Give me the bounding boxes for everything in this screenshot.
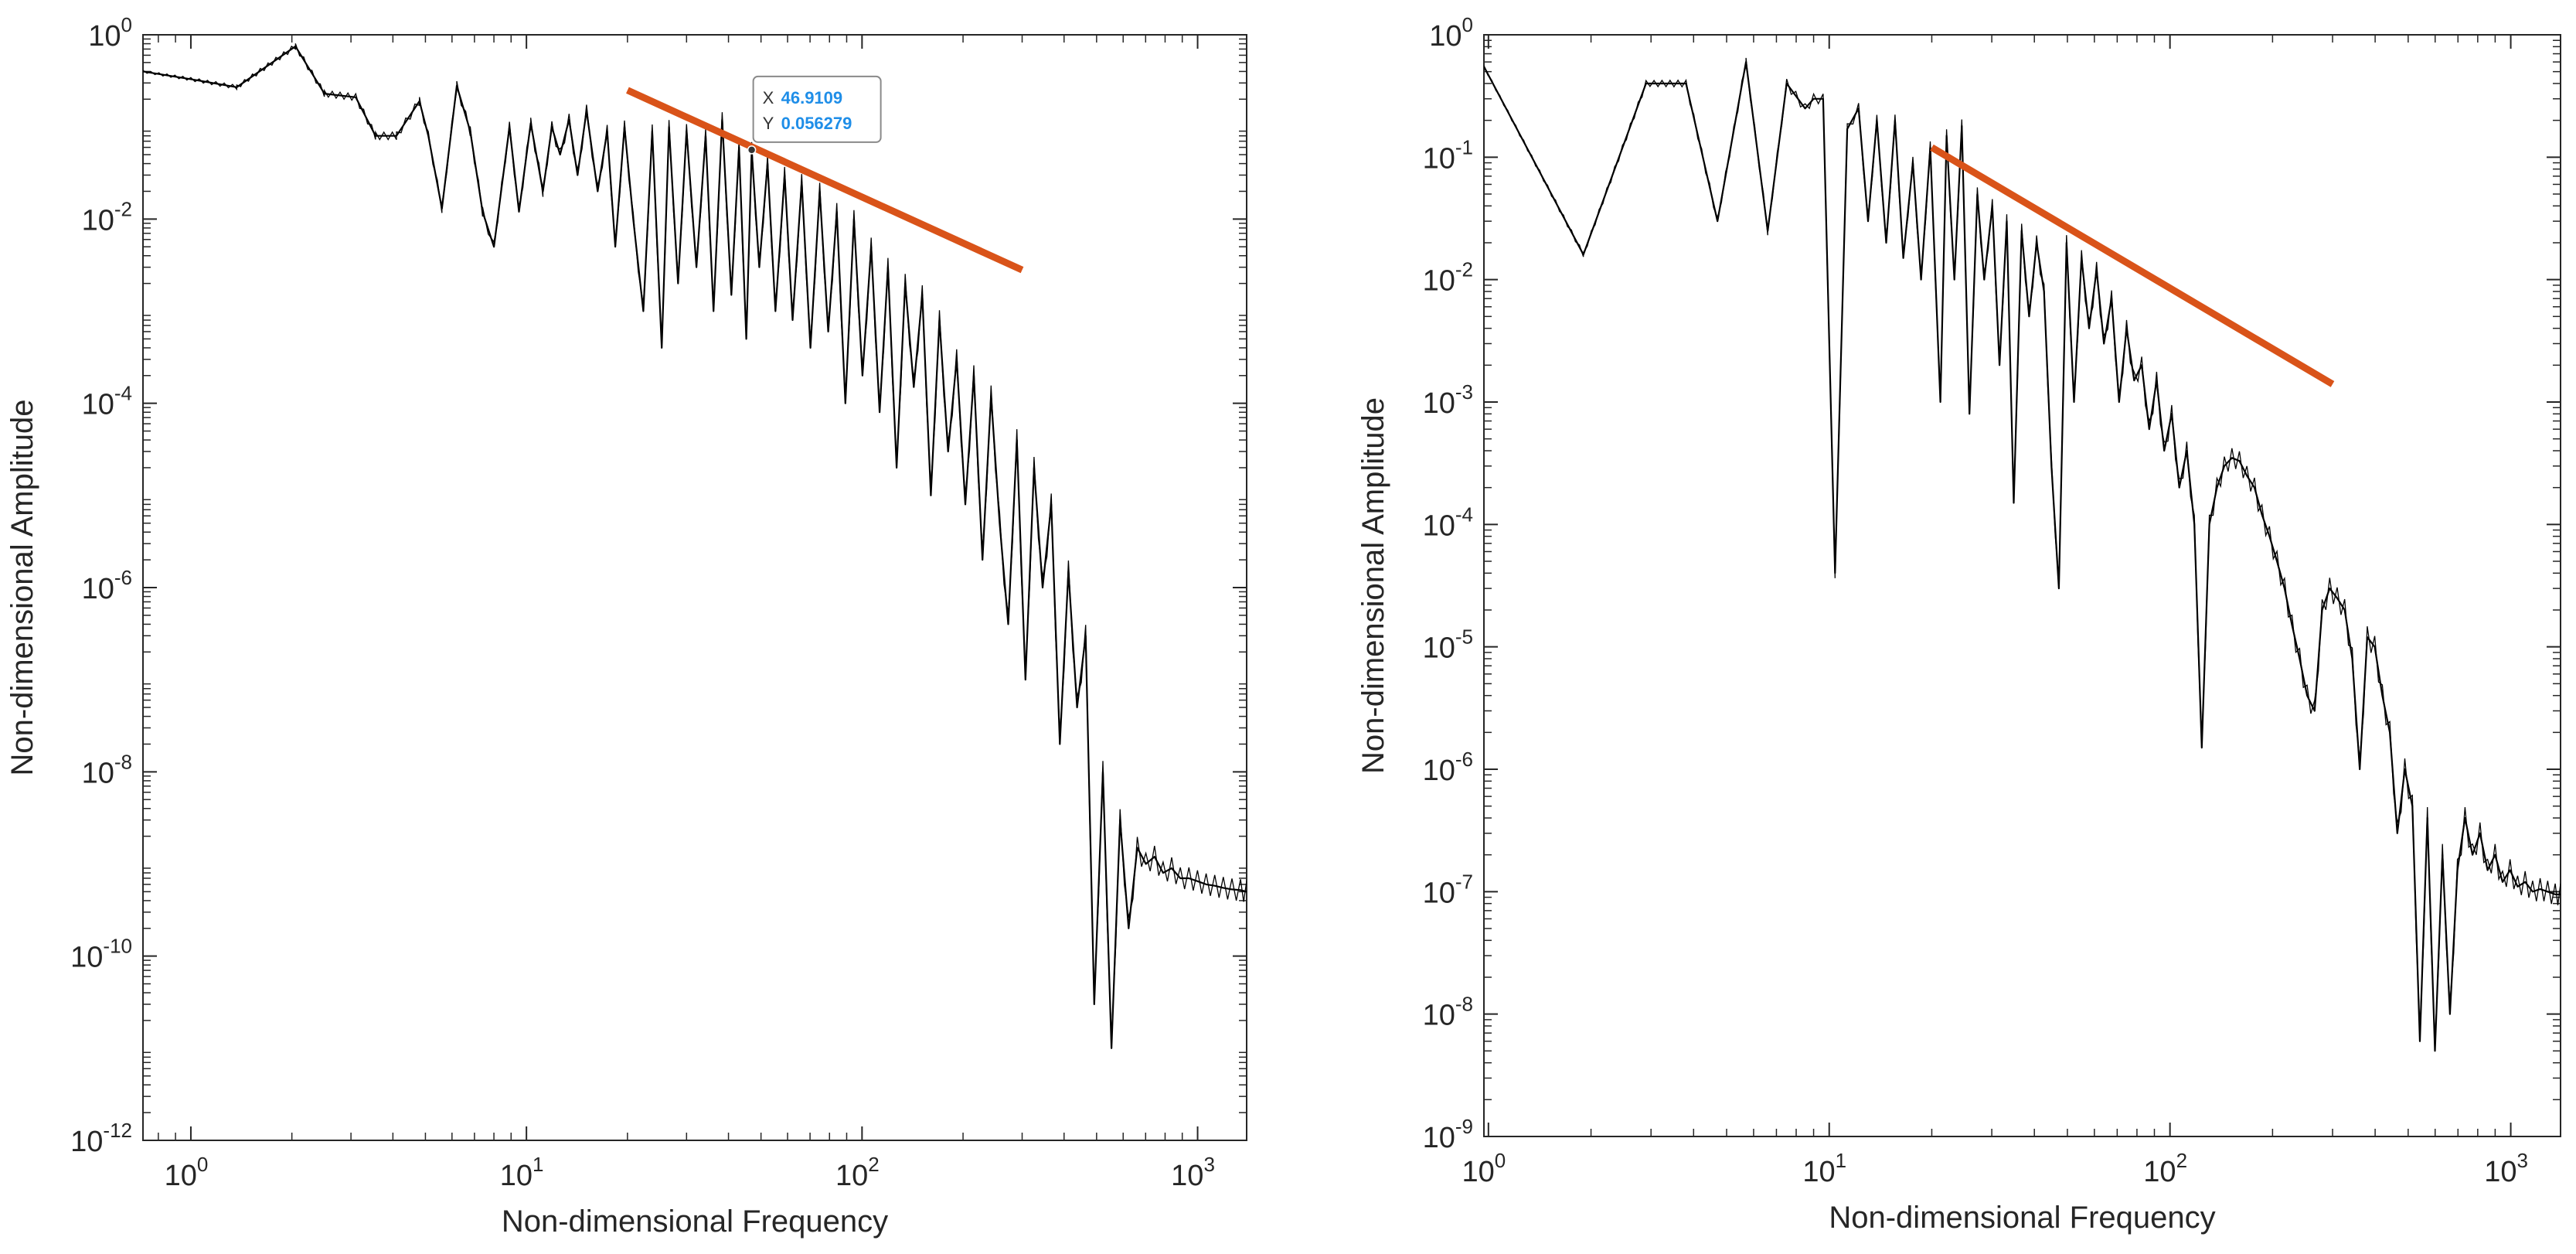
- fit-line[interactable]: [1930, 144, 2335, 387]
- spectrum-detail: [1484, 57, 2561, 1041]
- x-tick-exponent: 2: [2176, 1149, 2187, 1172]
- x-tick-exponent: 3: [2516, 1149, 2527, 1172]
- y-tick-label: 10-10: [70, 935, 132, 974]
- x-tick-base: 10: [1802, 1156, 1835, 1188]
- y-axis-label: Non-dimensional Amplitude: [5, 400, 39, 776]
- x-tick-base: 10: [835, 1160, 868, 1192]
- spectrum-detail: [143, 43, 1247, 1038]
- y-tick-exponent: -2: [114, 197, 132, 220]
- y-tick-exponent: -10: [103, 935, 132, 958]
- x-tick-base: 10: [2484, 1156, 2516, 1188]
- y-tick-label: 10-12: [70, 1119, 132, 1158]
- y-tick-label: 10-4: [1423, 503, 1473, 542]
- x-tick-label: 100: [165, 1153, 209, 1192]
- y-tick-exponent: 0: [1462, 13, 1473, 36]
- right-chart[interactable]: 100 101 102 10310-910-810-710-610-510-410-3…: [1356, 13, 2561, 1235]
- y-tick-exponent: -4: [114, 382, 132, 405]
- y-tick-label: 10-2: [1423, 258, 1473, 298]
- y-tick-base: 10: [88, 20, 121, 53]
- y-tick-exponent: -2: [1455, 258, 1473, 281]
- x-axis-label: Non-dimensional Frequency: [502, 1205, 888, 1239]
- y-axis-label: Non-dimensional Amplitude: [1356, 397, 1390, 774]
- x-tick-label: 101: [500, 1153, 544, 1192]
- y-tick-base: 10: [1423, 142, 1455, 175]
- y-tick-exponent: -1: [1455, 135, 1473, 158]
- x-tick-exponent: 0: [1495, 1149, 1506, 1172]
- y-tick-base: 10: [82, 757, 114, 789]
- y-tick-base: 10: [1423, 1000, 1455, 1032]
- y-tick-label: 10-6: [1423, 748, 1473, 787]
- y-tick-exponent: -12: [103, 1119, 132, 1142]
- y-tick-base: 10: [1423, 265, 1455, 298]
- x-tick-label: 100: [1462, 1149, 1506, 1188]
- x-tick-base: 10: [2143, 1156, 2176, 1188]
- minor-ticks: [143, 35, 1247, 1140]
- plot-area: [142, 34, 1247, 1141]
- x-tick-base: 10: [1171, 1160, 1203, 1192]
- y-tick-base: 10: [82, 389, 114, 421]
- y-tick-label: 10-4: [82, 382, 132, 421]
- y-tick-exponent: -6: [114, 566, 132, 589]
- y-tick-exponent: -8: [114, 750, 132, 773]
- fit-line[interactable]: [626, 87, 1024, 274]
- y-tick-base: 10: [1423, 509, 1455, 542]
- datatip-marker[interactable]: [747, 145, 757, 155]
- y-tick-exponent: -4: [1455, 503, 1473, 526]
- y-tick-exponent: -3: [1455, 380, 1473, 404]
- x-tick-label: 103: [2484, 1149, 2528, 1188]
- x-tick-label: 103: [1171, 1153, 1215, 1192]
- y-tick-label: 10-3: [1423, 380, 1473, 420]
- y-tick-base: 10: [1423, 877, 1455, 909]
- y-tick-exponent: -9: [1455, 1115, 1473, 1138]
- x-axis-label: Non-dimensional Frequency: [1829, 1201, 2215, 1235]
- y-tick-base: 10: [82, 204, 114, 237]
- y-tick-label: 10-5: [1423, 625, 1473, 665]
- y-tick-label: 10-2: [82, 197, 132, 237]
- x-tick-exponent: 1: [1836, 1149, 1846, 1172]
- datatip-x-value: 46.9109: [781, 88, 843, 107]
- y-tick-base: 10: [1423, 1122, 1455, 1154]
- y-tick-label: 10-1: [1423, 135, 1473, 175]
- y-tick-exponent: -7: [1455, 870, 1473, 893]
- datatip-box: [752, 75, 882, 143]
- x-tick-base: 10: [1462, 1156, 1494, 1188]
- datatip-y-key: Y: [763, 114, 774, 133]
- y-tick-exponent: -8: [1455, 993, 1473, 1016]
- y-tick-base: 10: [1429, 20, 1462, 53]
- y-tick-base: 10: [1423, 387, 1455, 420]
- series-group: [1484, 57, 2561, 1052]
- y-tick-label: 10-9: [1423, 1115, 1473, 1154]
- y-tick-label: 100: [88, 13, 132, 53]
- x-tick-exponent: 3: [1203, 1153, 1214, 1176]
- datatip-y-value: 0.056279: [781, 114, 852, 133]
- x-tick-label: 102: [835, 1153, 880, 1192]
- x-tick-exponent: 1: [533, 1153, 543, 1176]
- x-tick-label: 102: [2143, 1149, 2187, 1188]
- datatip-x-key: X: [763, 88, 774, 107]
- datatip[interactable]: X 46.9109 Y 0.056279: [747, 75, 882, 155]
- y-tick-label: 10-7: [1423, 870, 1473, 909]
- y-tick-label: 100: [1429, 13, 1473, 53]
- y-tick-label: 10-6: [82, 566, 132, 605]
- x-tick-base: 10: [165, 1160, 197, 1192]
- y-tick-base: 10: [1423, 755, 1455, 787]
- series-group: [143, 43, 1247, 1049]
- x-tick-base: 10: [500, 1160, 533, 1192]
- x-tick-label: 101: [1802, 1149, 1846, 1188]
- x-tick-exponent: 0: [197, 1153, 208, 1176]
- y-tick-label: 10-8: [82, 750, 132, 789]
- y-tick-base: 10: [1423, 632, 1455, 665]
- y-tick-exponent: 0: [121, 13, 132, 36]
- minor-ticks: [1484, 35, 2561, 1136]
- y-tick-label: 10-8: [1423, 993, 1473, 1032]
- y-tick-exponent: -6: [1455, 748, 1473, 771]
- y-tick-base: 10: [70, 1126, 103, 1158]
- plot-area: [1483, 34, 2561, 1137]
- left-chart[interactable]: 100 101 102 10310-1210-1010-810-610-410-210…: [5, 13, 1247, 1239]
- x-tick-exponent: 2: [868, 1153, 879, 1176]
- y-tick-base: 10: [82, 573, 114, 605]
- y-tick-base: 10: [70, 942, 103, 974]
- y-tick-exponent: -5: [1455, 625, 1473, 649]
